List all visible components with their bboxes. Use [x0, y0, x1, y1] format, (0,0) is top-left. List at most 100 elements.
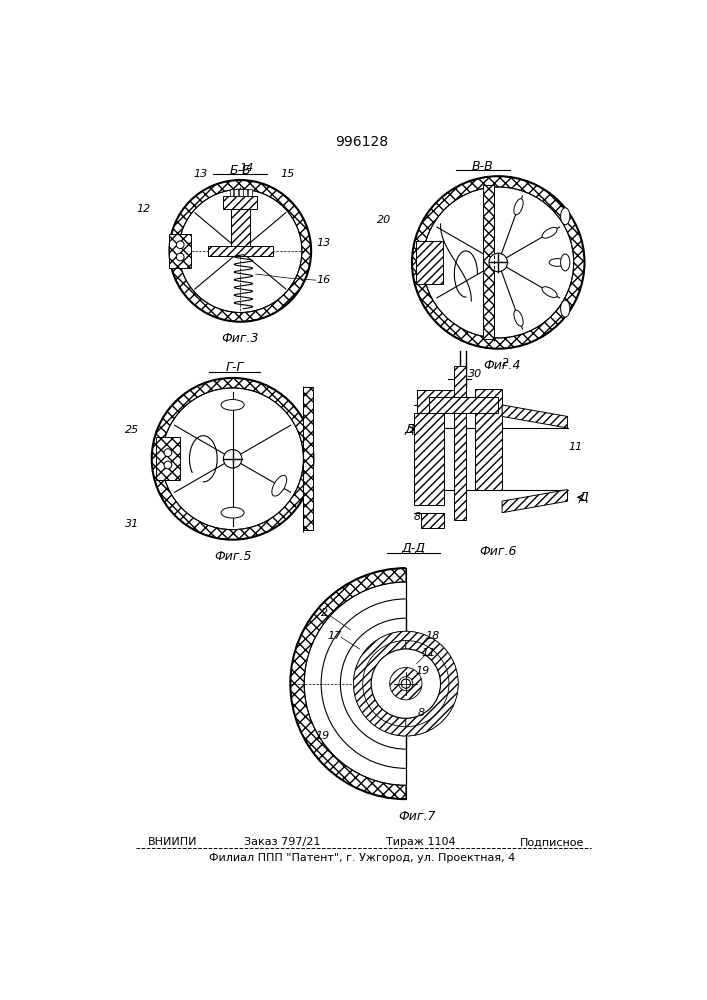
Circle shape — [223, 450, 242, 468]
Circle shape — [371, 649, 440, 718]
Bar — [429, 397, 498, 413]
Bar — [454, 366, 466, 520]
Text: 18: 18 — [426, 631, 440, 641]
Bar — [421, 513, 444, 528]
Bar — [475, 389, 502, 490]
Text: 13: 13 — [193, 169, 207, 179]
Bar — [234, 189, 238, 196]
Bar — [243, 189, 247, 196]
Text: Д: Д — [578, 491, 588, 504]
Bar — [303, 387, 313, 530]
Circle shape — [164, 449, 172, 456]
Circle shape — [176, 241, 184, 249]
Text: 30: 30 — [468, 369, 482, 379]
Ellipse shape — [542, 287, 557, 297]
Wedge shape — [354, 631, 458, 736]
Wedge shape — [152, 378, 313, 540]
Text: 14: 14 — [240, 163, 254, 173]
Ellipse shape — [514, 199, 523, 215]
Text: Фиг.5: Фиг.5 — [214, 550, 252, 563]
Ellipse shape — [561, 254, 570, 271]
Text: Д-Д: Д-Д — [402, 542, 426, 555]
Bar — [429, 397, 498, 413]
Text: 2: 2 — [322, 608, 329, 618]
Circle shape — [489, 253, 508, 272]
Bar — [231, 202, 250, 255]
Bar — [156, 437, 180, 480]
Wedge shape — [412, 176, 585, 349]
Text: 996128: 996128 — [335, 135, 389, 149]
Bar — [230, 189, 233, 196]
Text: ВНИИПИ: ВНИИПИ — [148, 837, 197, 847]
Text: 15: 15 — [281, 169, 295, 179]
Text: 25: 25 — [125, 425, 139, 435]
Wedge shape — [291, 568, 406, 799]
Text: Заказ 797/21: Заказ 797/21 — [245, 837, 321, 847]
Bar — [483, 185, 493, 339]
Text: Г-Г: Г-Г — [226, 361, 244, 374]
Bar — [483, 185, 493, 339]
Polygon shape — [502, 405, 568, 428]
Bar — [416, 241, 443, 284]
Text: Д: Д — [405, 423, 414, 436]
Text: 8: 8 — [418, 708, 425, 718]
Bar — [231, 202, 250, 255]
Bar — [475, 389, 502, 490]
Bar — [170, 234, 191, 268]
Bar — [414, 413, 444, 505]
Bar — [239, 189, 243, 196]
Text: 11: 11 — [568, 442, 583, 452]
Ellipse shape — [542, 227, 557, 238]
Wedge shape — [170, 180, 311, 322]
Text: 8: 8 — [414, 512, 421, 522]
Text: I: I — [457, 367, 462, 381]
Wedge shape — [390, 667, 422, 700]
Polygon shape — [502, 490, 568, 513]
Bar — [303, 387, 313, 530]
Text: Филиал ППП "Патент", г. Ужгород, ул. Проектная, 4: Филиал ППП "Патент", г. Ужгород, ул. Про… — [209, 853, 515, 863]
Ellipse shape — [561, 208, 570, 225]
Text: 19: 19 — [416, 666, 430, 676]
Text: Фиг.6: Фиг.6 — [479, 545, 517, 558]
Text: 12: 12 — [137, 204, 151, 214]
Bar — [223, 196, 257, 209]
Ellipse shape — [272, 475, 287, 496]
Ellipse shape — [561, 300, 570, 317]
Bar — [223, 196, 257, 209]
Bar — [417, 389, 456, 413]
Text: 17: 17 — [328, 631, 342, 641]
Text: 19: 19 — [315, 731, 329, 741]
Ellipse shape — [514, 310, 523, 326]
Text: Подписное: Подписное — [520, 837, 584, 847]
Bar — [414, 413, 444, 505]
Text: 13: 13 — [316, 238, 331, 248]
Wedge shape — [406, 631, 458, 736]
Bar — [156, 437, 180, 480]
Circle shape — [401, 679, 411, 688]
Bar — [416, 241, 443, 284]
Text: 2: 2 — [503, 358, 510, 368]
Bar — [417, 389, 456, 413]
Bar — [170, 234, 191, 268]
Ellipse shape — [221, 507, 244, 518]
Text: Фиг.3: Фиг.3 — [221, 332, 259, 345]
Wedge shape — [354, 631, 406, 736]
Ellipse shape — [221, 400, 244, 410]
Text: Фиг.4: Фиг.4 — [484, 359, 521, 372]
Text: Тираж 1104: Тираж 1104 — [387, 837, 456, 847]
Text: Фиг.7: Фиг.7 — [399, 810, 436, 823]
Bar — [208, 246, 273, 256]
Bar — [421, 513, 444, 528]
Text: В-В: В-В — [472, 160, 493, 173]
Bar — [454, 366, 466, 520]
Bar — [208, 246, 273, 256]
Text: 16: 16 — [316, 275, 331, 285]
Text: Д-Д: Д-Д — [409, 652, 433, 666]
Ellipse shape — [549, 259, 566, 266]
Text: Б-Б: Б-Б — [229, 164, 251, 177]
Text: 31: 31 — [125, 519, 139, 529]
Text: 11: 11 — [422, 648, 436, 658]
Circle shape — [164, 461, 172, 469]
Circle shape — [176, 253, 184, 261]
Bar — [248, 189, 252, 196]
